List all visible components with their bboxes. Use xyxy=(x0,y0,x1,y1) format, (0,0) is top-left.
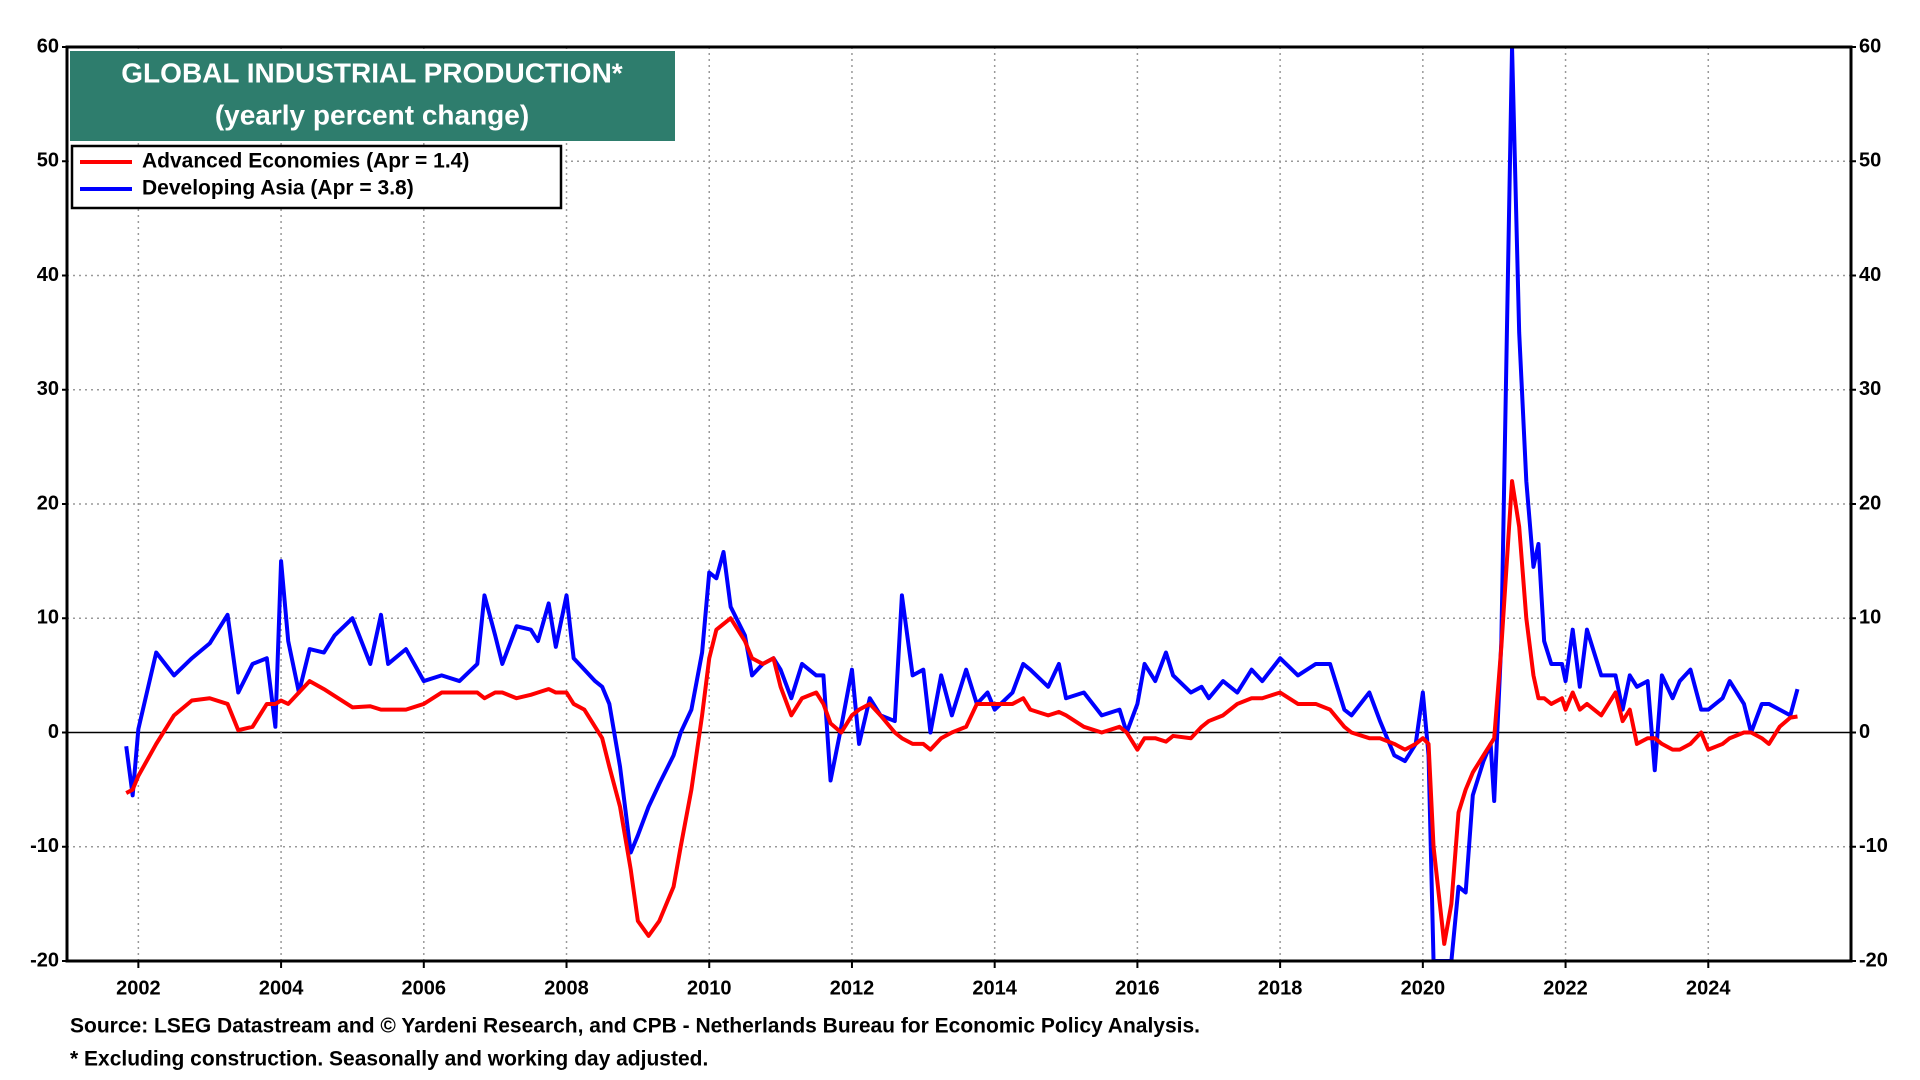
x-tick-label: 2002 xyxy=(116,977,161,999)
x-tick-label: 2022 xyxy=(1543,977,1588,999)
legend-label: Advanced Economies (Apr = 1.4) xyxy=(142,150,469,173)
y2-tick-label: 40 xyxy=(1859,264,1881,286)
y-tick-label: 50 xyxy=(37,150,59,172)
x-tick-label: 2020 xyxy=(1401,977,1446,999)
footnote: * Excluding construction. Seasonally and… xyxy=(70,1048,708,1071)
x-tick-label: 2006 xyxy=(402,977,447,999)
y-tick-label: 10 xyxy=(37,607,59,629)
x-tick-label: 2024 xyxy=(1686,977,1731,999)
x-tick-label: 2008 xyxy=(544,977,589,999)
y2-tick-label: -10 xyxy=(1859,835,1888,857)
x-tick-label: 2010 xyxy=(687,977,732,999)
y-tick-label: -20 xyxy=(30,949,59,971)
y-tick-label: 40 xyxy=(37,264,59,286)
source-note: Source: LSEG Datastream and © Yardeni Re… xyxy=(70,1015,1200,1038)
legend: Advanced Economies (Apr = 1.4) Developing… xyxy=(70,144,563,210)
y2-tick-label: -20 xyxy=(1859,949,1888,971)
x-tick-label: 2014 xyxy=(972,977,1017,999)
chart-subtitle: (yearly percent change) xyxy=(215,99,529,130)
x-tick-label: 2016 xyxy=(1115,977,1160,999)
x-tick-label: 2018 xyxy=(1258,977,1303,999)
y2-tick-label: 60 xyxy=(1859,35,1881,57)
y2-tick-label: 30 xyxy=(1859,378,1881,400)
y2-tick-label: 20 xyxy=(1859,492,1881,514)
y2-tick-label: 0 xyxy=(1859,721,1870,743)
y2-tick-label: 50 xyxy=(1859,150,1881,172)
y-tick-label: 60 xyxy=(37,35,59,57)
series-line xyxy=(125,479,1798,946)
grid xyxy=(67,46,1851,962)
y-tick-label: 20 xyxy=(37,492,59,514)
y-tick-label: 0 xyxy=(48,721,59,743)
plot-lines xyxy=(124,47,1800,961)
legend-label: Developing Asia (Apr = 3.8) xyxy=(142,177,414,200)
x-tick-label: 2004 xyxy=(259,977,304,999)
chart-title: GLOBAL INDUSTRIAL PRODUCTION* xyxy=(121,57,623,88)
x-tick-label: 2012 xyxy=(830,977,875,999)
y2-tick-label: 10 xyxy=(1859,607,1881,629)
title-box xyxy=(70,51,675,141)
series-line xyxy=(124,47,1800,961)
y-tick-label: 30 xyxy=(37,378,59,400)
y-tick-label: -10 xyxy=(30,835,59,857)
legend-box xyxy=(70,144,563,210)
